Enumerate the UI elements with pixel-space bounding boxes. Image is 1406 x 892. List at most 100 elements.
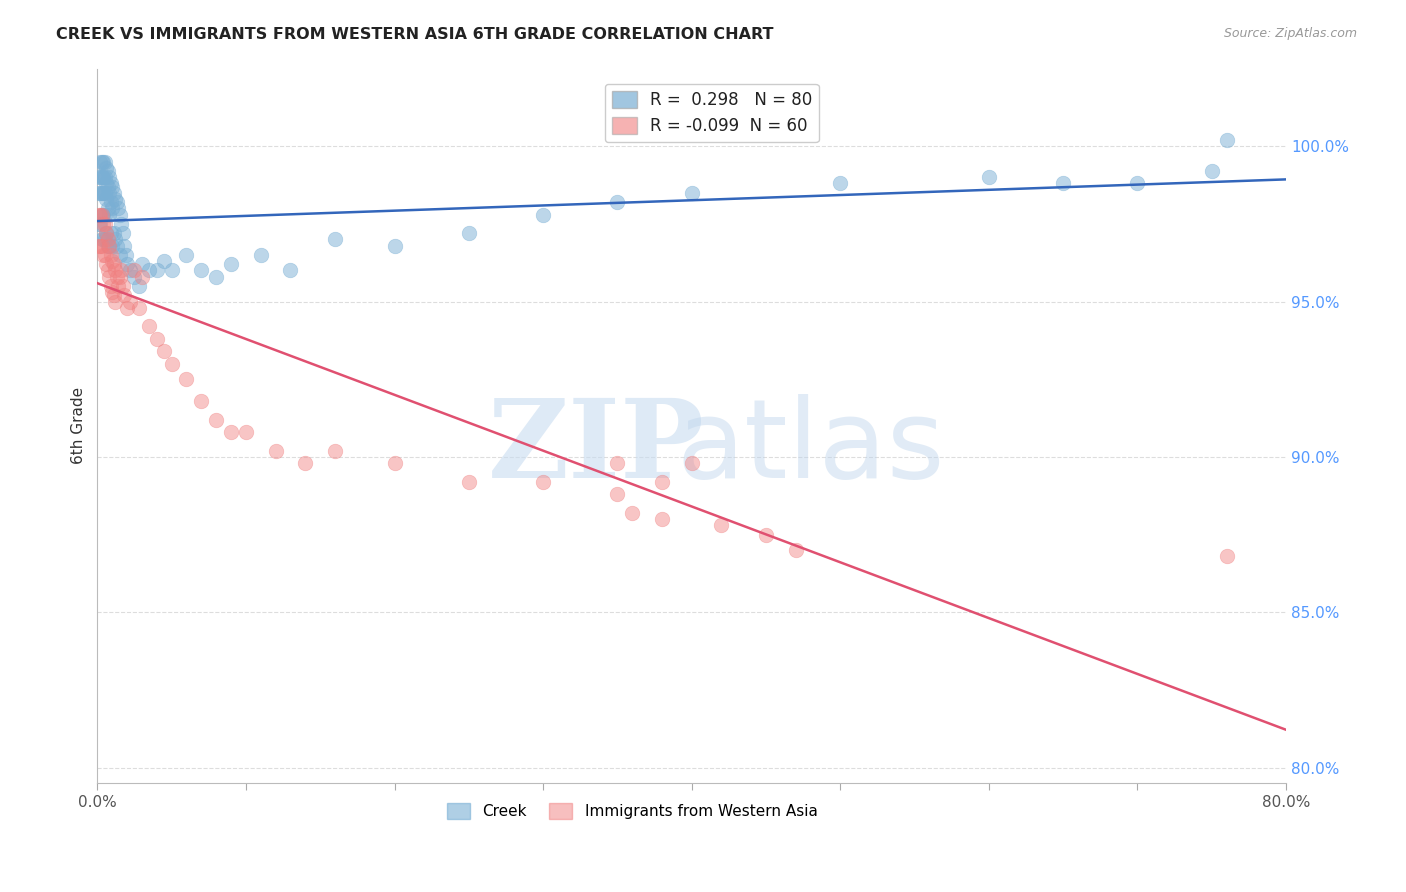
Point — [264, 443, 287, 458]
Point — [651, 512, 673, 526]
Point — [205, 412, 228, 426]
Point — [100, 279, 122, 293]
Point — [94, 217, 117, 231]
Point — [118, 263, 141, 277]
Point — [101, 202, 124, 216]
Point — [90, 170, 112, 185]
Point — [131, 257, 153, 271]
Point — [710, 518, 733, 533]
Point — [755, 527, 778, 541]
Point — [681, 456, 703, 470]
Point — [115, 257, 138, 271]
Point — [681, 186, 703, 200]
Point — [91, 232, 114, 246]
Point — [160, 357, 183, 371]
Point — [138, 319, 160, 334]
Text: ZIP: ZIP — [488, 393, 704, 500]
Point — [90, 238, 112, 252]
Point — [91, 208, 114, 222]
Point — [107, 202, 129, 216]
Text: atlas: atlas — [676, 393, 945, 500]
Point — [96, 226, 118, 240]
Point — [89, 154, 111, 169]
Point — [98, 269, 121, 284]
Point — [90, 154, 112, 169]
Point — [621, 506, 644, 520]
Point — [115, 301, 138, 315]
Point — [96, 226, 118, 240]
Point — [110, 263, 132, 277]
Point — [323, 232, 346, 246]
Point — [1215, 549, 1237, 564]
Point — [87, 170, 110, 185]
Point — [96, 192, 118, 206]
Point — [98, 238, 121, 252]
Point — [128, 301, 150, 315]
Point — [830, 177, 852, 191]
Point — [531, 208, 554, 222]
Point — [89, 186, 111, 200]
Point — [111, 279, 134, 293]
Text: Source: ZipAtlas.com: Source: ZipAtlas.com — [1223, 27, 1357, 40]
Point — [98, 186, 121, 200]
Point — [98, 208, 121, 222]
Point — [97, 232, 120, 246]
Point — [205, 269, 228, 284]
Point — [323, 443, 346, 458]
Point — [91, 170, 114, 185]
Point — [160, 263, 183, 277]
Point — [100, 248, 122, 262]
Point — [94, 232, 117, 246]
Point — [104, 294, 127, 309]
Point — [87, 238, 110, 252]
Point — [90, 232, 112, 246]
Point — [114, 248, 136, 262]
Point — [97, 164, 120, 178]
Point — [176, 372, 198, 386]
Point — [97, 179, 120, 194]
Point — [97, 263, 120, 277]
Point — [105, 195, 128, 210]
Point — [87, 208, 110, 222]
Point — [100, 177, 122, 191]
Point — [94, 208, 117, 222]
Point — [104, 263, 127, 277]
Point — [457, 226, 479, 240]
Point — [153, 344, 176, 359]
Point — [105, 238, 128, 252]
Point — [101, 285, 124, 300]
Point — [87, 186, 110, 200]
Point — [235, 425, 257, 439]
Point — [384, 238, 406, 252]
Point — [101, 179, 124, 194]
Point — [96, 161, 118, 175]
Point — [190, 393, 212, 408]
Point — [124, 263, 146, 277]
Point — [128, 279, 150, 293]
Point — [176, 248, 198, 262]
Point — [98, 170, 121, 185]
Y-axis label: 6th Grade: 6th Grade — [72, 387, 86, 465]
Point — [124, 269, 146, 284]
Point — [1052, 177, 1074, 191]
Point — [112, 238, 135, 252]
Point — [101, 238, 124, 252]
Point — [103, 226, 125, 240]
Point — [98, 238, 121, 252]
Point — [219, 257, 242, 271]
Point — [280, 263, 302, 277]
Point — [91, 154, 114, 169]
Point — [111, 226, 134, 240]
Point — [785, 543, 807, 558]
Point — [91, 186, 114, 200]
Point — [89, 208, 111, 222]
Point — [104, 232, 127, 246]
Point — [531, 475, 554, 489]
Point — [103, 257, 125, 271]
Point — [94, 170, 117, 185]
Point — [103, 288, 125, 302]
Point — [87, 217, 110, 231]
Point — [89, 170, 111, 185]
Point — [105, 269, 128, 284]
Point — [100, 195, 122, 210]
